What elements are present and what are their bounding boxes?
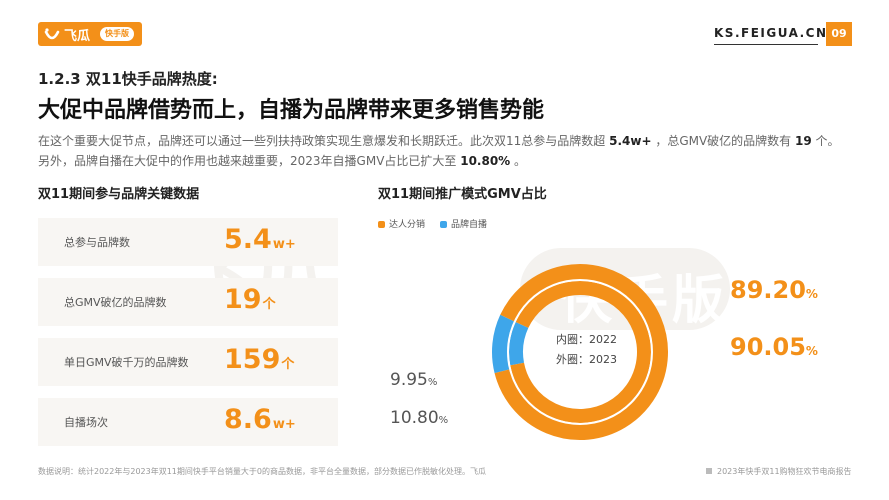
logo-badge: 快手版 (100, 27, 134, 41)
para-value-self-gmv: 10.80% (460, 154, 511, 168)
stat-value: 19个 (224, 284, 276, 315)
para-text-3: 个。 (811, 134, 840, 148)
section-subtitle: 1.2.3 双11快手品牌热度: (38, 70, 218, 88)
stat-card: 自播场次 8.6w+ (38, 398, 338, 446)
inner-ring-label: 内圈：2022 (556, 333, 617, 346)
footer-report: 2023年快手双11购物狂欢节电商报告 (706, 466, 852, 477)
legend-item-self-broadcast: 品牌自播 (440, 217, 487, 230)
stat-card: 单日GMV破千万的品牌数 159个 (38, 338, 338, 386)
data-label-inner-self: 9.95% (390, 370, 438, 390)
stat-value: 8.6w+ (224, 404, 296, 435)
para-value-brands: 5.4w+ (609, 134, 652, 148)
logo-icon (44, 28, 60, 40)
data-label-outer-self: 10.80% (390, 408, 449, 428)
stat-value: 159个 (224, 344, 295, 375)
stat-label: 总GMV破亿的品牌数 (64, 296, 167, 309)
donut-slice-inner-self-broadcast (509, 321, 529, 366)
stat-card: 总参与品牌数 5.4w+ (38, 218, 338, 266)
para-text-1: 在这个重要大促节点，品牌还可以通过一些列扶持政策实现生意爆发和长期跃迁。此次双1… (38, 134, 610, 148)
site-url[interactable]: KS.FEIGUA.CN (714, 26, 828, 40)
footer-square-icon (706, 468, 712, 474)
donut-slice-inner-distribution (510, 281, 651, 423)
para-text-5: 。 (510, 154, 527, 168)
ring-separator (507, 279, 653, 425)
stat-card: 总GMV破亿的品牌数 19个 (38, 278, 338, 326)
stat-unit: w+ (272, 237, 296, 252)
footer-note: 数据说明：统计2022年与2023年双11期间快手平台销量大于0的商品数据，非平… (38, 467, 486, 476)
para-value-gmv-brands: 19 (795, 134, 812, 148)
donut-chart (492, 264, 668, 440)
donut-slice-outer-distribution (494, 264, 668, 440)
data-label-outer-main: 89.20% (730, 276, 818, 304)
stat-unit: 个 (262, 297, 276, 312)
brand-logo[interactable]: 飞瓜 快手版 (38, 22, 142, 46)
stat-value: 5.4w+ (224, 224, 296, 255)
right-section-title: 双11期间推广模式GMV占比 (378, 187, 547, 202)
stat-label: 单日GMV破千万的品牌数 (64, 356, 189, 369)
stat-unit: w+ (272, 417, 296, 432)
stat-unit: 个 (281, 357, 295, 372)
page-number: 09 (826, 22, 852, 46)
legend-swatch-orange (378, 221, 385, 228)
legend-swatch-blue (440, 221, 447, 228)
data-label-inner-main: 90.05% (730, 333, 818, 361)
stat-label: 自播场次 (64, 416, 108, 429)
para-text-4: 另外，品牌自播在大促中的作用也越来越重要，2023年自播GMV占比已扩大至 (38, 154, 461, 168)
logo-text: 飞瓜 (64, 29, 91, 44)
left-section-title: 双11期间参与品牌关键数据 (38, 187, 200, 202)
intro-paragraph: 在这个重要大促节点，品牌还可以通过一些列扶持政策实现生意爆发和长期跃迁。此次双1… (38, 131, 868, 171)
outer-ring-label: 外圈：2023 (556, 353, 617, 366)
page-title: 大促中品牌借势而上，自播为品牌带来更多销售势能 (38, 98, 545, 123)
donut-slice-outer-self-broadcast (492, 314, 515, 374)
stat-label: 总参与品牌数 (64, 236, 130, 249)
para-text-2: ，总GMV破亿的品牌数有 (651, 134, 795, 148)
header-divider (714, 44, 818, 45)
legend-item-distribution: 达人分销 (378, 217, 425, 230)
